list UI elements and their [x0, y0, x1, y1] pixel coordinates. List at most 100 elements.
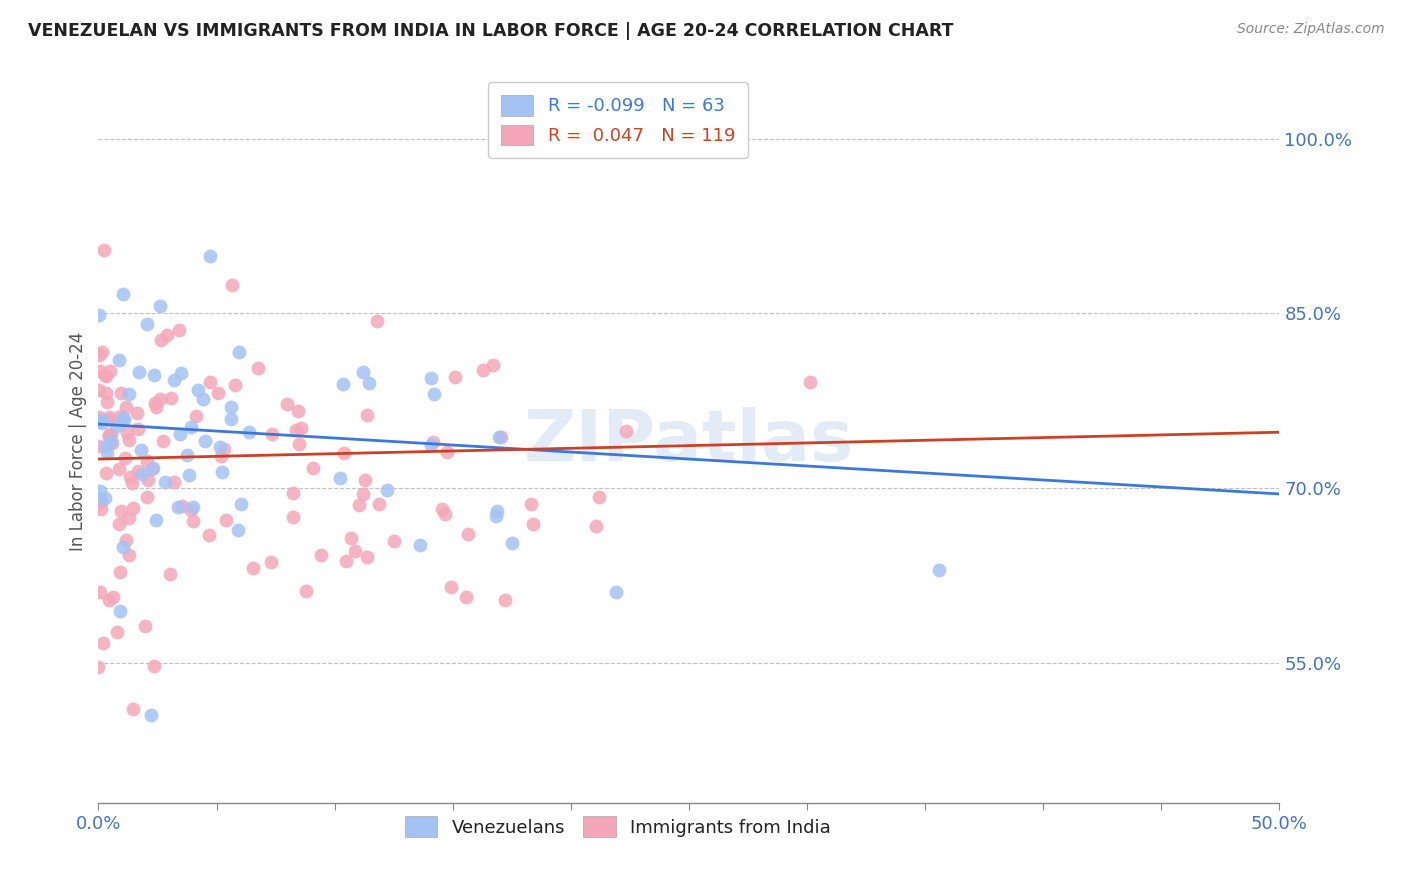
- Point: [100, 434, 122, 448]
- Point: [112, 411, 135, 425]
- Point: [588, 490, 610, 504]
- Point: [295, 584, 318, 599]
- Point: [187, 383, 209, 397]
- Point: [301, 460, 323, 475]
- Point: [352, 365, 374, 379]
- Point: [108, 604, 131, 618]
- Point: [200, 375, 222, 389]
- Point: [111, 541, 134, 555]
- Point: [107, 352, 129, 367]
- Point: [457, 526, 479, 541]
- Point: [110, 504, 132, 518]
- Point: [121, 475, 143, 490]
- Point: [87, 414, 110, 428]
- Point: [105, 419, 128, 434]
- Point: [377, 483, 399, 497]
- Point: [115, 426, 138, 441]
- Point: [430, 501, 453, 516]
- Point: [100, 436, 122, 450]
- Point: [152, 434, 174, 448]
- Point: [89, 585, 111, 599]
- Point: [226, 523, 249, 537]
- Point: [247, 360, 270, 375]
- Point: [180, 420, 202, 434]
- Point: [141, 707, 163, 722]
- Point: [522, 517, 544, 532]
- Point: [276, 397, 298, 411]
- Point: [94, 466, 117, 480]
- Point: [172, 499, 194, 513]
- Text: ZIPatlas: ZIPatlas: [524, 407, 853, 476]
- Point: [481, 358, 503, 372]
- Point: [108, 409, 131, 423]
- Point: [335, 554, 357, 568]
- Point: [118, 510, 141, 524]
- Point: [384, 534, 406, 549]
- Point: [156, 328, 179, 343]
- Point: [97, 592, 120, 607]
- Point: [339, 532, 361, 546]
- Point: [229, 498, 252, 512]
- Point: [142, 659, 165, 673]
- Point: [494, 593, 516, 607]
- Point: [799, 376, 821, 390]
- Point: [209, 450, 232, 464]
- Point: [352, 487, 374, 501]
- Point: [163, 475, 186, 490]
- Point: [288, 437, 311, 451]
- Point: [145, 513, 167, 527]
- Point: [281, 485, 304, 500]
- Point: [485, 509, 508, 524]
- Point: [112, 411, 135, 425]
- Point: [127, 406, 149, 420]
- Point: [134, 619, 156, 633]
- Point: [105, 624, 128, 639]
- Point: [456, 590, 478, 604]
- Point: [287, 404, 309, 418]
- Point: [96, 386, 118, 401]
- Point: [91, 416, 114, 430]
- Legend: Venezuelans, Immigrants from India: Venezuelans, Immigrants from India: [398, 809, 838, 845]
- Point: [149, 299, 172, 313]
- Point: [167, 500, 190, 514]
- Point: [143, 396, 166, 410]
- Text: Source: ZipAtlas.com: Source: ZipAtlas.com: [1237, 22, 1385, 37]
- Point: [87, 383, 110, 397]
- Point: [356, 408, 378, 422]
- Point: [259, 555, 281, 569]
- Point: [176, 449, 198, 463]
- Point: [194, 434, 217, 449]
- Point: [419, 437, 441, 451]
- Point: [211, 466, 233, 480]
- Point: [605, 584, 627, 599]
- Point: [169, 323, 191, 337]
- Point: [118, 387, 141, 401]
- Point: [367, 497, 389, 511]
- Point: [114, 450, 136, 465]
- Point: [354, 473, 377, 487]
- Point: [193, 392, 215, 406]
- Point: [136, 473, 159, 487]
- Point: [150, 334, 173, 348]
- Point: [94, 491, 117, 505]
- Point: [614, 424, 637, 438]
- Point: [90, 501, 112, 516]
- Point: [207, 386, 229, 401]
- Point: [128, 365, 150, 379]
- Point: [260, 426, 283, 441]
- Point: [198, 527, 221, 541]
- Point: [136, 490, 159, 504]
- Point: [110, 385, 132, 400]
- Point: [111, 286, 134, 301]
- Point: [98, 428, 121, 442]
- Point: [209, 440, 232, 454]
- Point: [163, 373, 186, 387]
- Point: [224, 378, 246, 392]
- Point: [131, 467, 153, 481]
- Point: [347, 498, 370, 512]
- Point: [366, 314, 388, 328]
- Point: [91, 636, 114, 650]
- Point: [238, 425, 260, 439]
- Point: [87, 410, 110, 425]
- Point: [90, 344, 112, 359]
